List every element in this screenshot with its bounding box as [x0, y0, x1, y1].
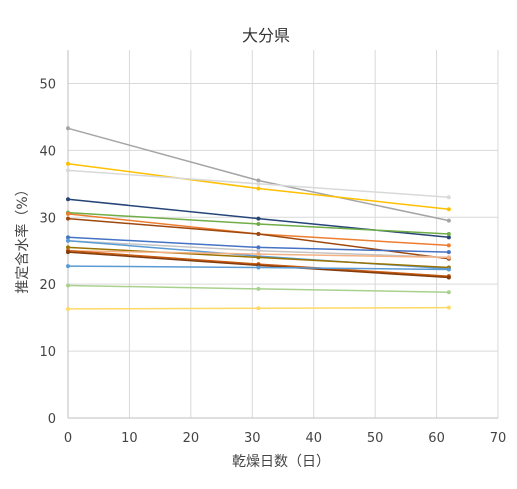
data-point — [66, 197, 70, 202]
series-17 — [66, 305, 451, 311]
data-point — [256, 248, 261, 253]
x-tick-label: 70 — [490, 431, 507, 446]
y-tick-label: 40 — [39, 144, 56, 159]
data-point — [446, 235, 451, 240]
data-point — [256, 286, 261, 291]
data-point — [256, 221, 261, 226]
x-tick-label: 50 — [367, 431, 384, 446]
data-point — [446, 207, 451, 212]
data-point — [446, 275, 451, 280]
x-tick-label: 60 — [428, 431, 445, 446]
series-15 — [66, 264, 451, 272]
series-14 — [66, 250, 451, 280]
x-tick-label: 0 — [64, 431, 72, 446]
data-point — [256, 216, 261, 221]
data-point — [66, 126, 70, 131]
series-3 — [66, 168, 451, 200]
y-axis-label: 推定含水率（%） — [14, 182, 31, 293]
data-point — [66, 264, 70, 269]
data-point — [66, 211, 70, 216]
y-tick-label: 30 — [39, 211, 56, 226]
data-point — [66, 235, 70, 240]
y-tick-label: 10 — [39, 345, 56, 360]
data-point — [66, 168, 70, 173]
x-tick-label: 20 — [183, 431, 200, 446]
data-point — [256, 255, 261, 260]
data-point — [256, 306, 261, 311]
data-point — [66, 238, 70, 243]
data-point — [256, 232, 261, 236]
data-point — [446, 218, 451, 223]
x-tick-label: 10 — [121, 431, 138, 446]
data-point — [446, 250, 451, 255]
data-point — [66, 161, 70, 166]
data-point — [66, 216, 70, 221]
x-axis-label: 乾燥日数（日） — [232, 454, 330, 470]
series-16 — [66, 283, 451, 295]
data-point — [66, 283, 70, 288]
x-tick-label: 30 — [244, 431, 261, 446]
data-point — [446, 243, 451, 248]
data-point — [256, 252, 261, 257]
data-point — [256, 265, 261, 270]
y-tick-label: 20 — [39, 278, 56, 293]
data-point — [446, 232, 451, 236]
data-point — [256, 186, 261, 191]
x-tick-label: 40 — [305, 431, 322, 446]
series-lines — [66, 126, 451, 311]
axes — [67, 50, 498, 419]
data-point — [66, 306, 70, 311]
series-1 — [66, 126, 451, 223]
series-line — [67, 162, 449, 210]
data-point — [256, 178, 261, 183]
series-8 — [66, 235, 451, 255]
gridlines — [68, 50, 499, 418]
series-2 — [66, 161, 451, 212]
data-point — [256, 181, 261, 186]
data-point — [66, 250, 70, 255]
data-point — [446, 267, 451, 272]
chart-title: 大分県 — [242, 26, 290, 45]
y-tick-label: 50 — [39, 77, 56, 92]
data-point — [66, 245, 70, 250]
data-point — [446, 305, 451, 310]
data-point — [446, 290, 451, 295]
data-point — [256, 245, 261, 250]
data-point — [446, 195, 451, 200]
tick-labels: 0 10 20 30 40 50 0 10 20 30 40 50 60 70 — [39, 77, 506, 446]
data-point — [446, 255, 451, 260]
y-tick-label: 0 — [48, 412, 56, 427]
